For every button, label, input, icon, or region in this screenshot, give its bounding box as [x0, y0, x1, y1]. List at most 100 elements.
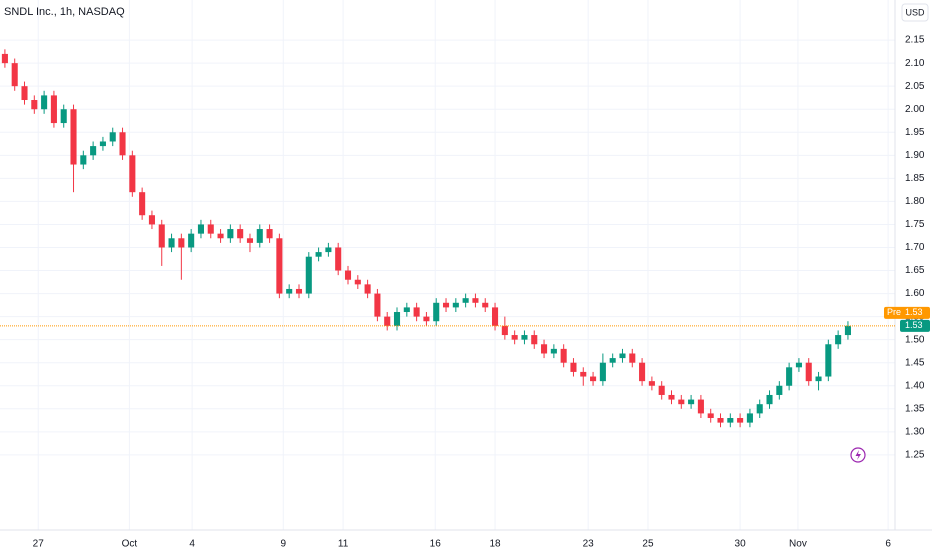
x-tick-label: 27 — [33, 539, 45, 550]
x-tick-label: Oct — [122, 539, 138, 550]
y-tick-label: 1.85 — [905, 173, 925, 184]
candle-body — [423, 316, 430, 322]
candle-body — [31, 100, 38, 110]
candle-body — [472, 298, 479, 303]
candle-body — [521, 335, 528, 340]
candle-body — [148, 215, 155, 225]
candle-body — [139, 192, 146, 216]
candle-body — [325, 247, 332, 253]
y-tick-label: 2.10 — [905, 58, 925, 69]
candle-body — [599, 362, 606, 382]
y-tick-label: 2.00 — [905, 104, 925, 115]
candle-body — [580, 371, 587, 377]
candle-body — [462, 298, 469, 303]
candle-body — [168, 238, 175, 248]
candle-body — [697, 399, 704, 414]
candle-body — [815, 376, 822, 382]
y-tick-label: 2.15 — [905, 35, 925, 46]
candle-body — [756, 404, 763, 414]
candle-body — [668, 394, 675, 400]
candle-body — [227, 229, 234, 239]
pre-market-badge — [884, 306, 930, 319]
candle-body — [648, 381, 655, 386]
candle-body — [678, 399, 685, 405]
candle-body — [188, 233, 195, 248]
y-tick-label: 1.35 — [905, 403, 925, 414]
y-tick-label: 1.40 — [905, 380, 925, 391]
candle-body — [658, 385, 665, 395]
x-tick-label: 18 — [489, 539, 501, 550]
lightning-icon[interactable] — [850, 447, 866, 463]
candle-body — [835, 335, 842, 345]
candle-body — [178, 238, 185, 248]
y-tick-label: 2.05 — [905, 81, 925, 92]
candle-body — [197, 224, 204, 234]
candle-body — [286, 288, 293, 294]
candle-body — [531, 335, 538, 345]
candle-body — [276, 238, 283, 294]
candle-body — [99, 141, 106, 147]
candle-body — [746, 413, 753, 423]
candle-body — [266, 229, 273, 239]
candle-body — [315, 252, 322, 257]
candle-body — [246, 238, 254, 243]
candle-body — [550, 348, 557, 354]
candle-body — [41, 95, 48, 110]
x-tick-label: Nov — [789, 539, 807, 550]
candle-body — [11, 63, 18, 87]
candle-body — [707, 413, 714, 419]
candle-body — [354, 279, 361, 285]
candle-body — [119, 132, 126, 156]
candle-body — [639, 362, 646, 382]
x-tick-label: 9 — [281, 539, 287, 550]
candle-body — [217, 233, 224, 239]
candle-body — [795, 362, 802, 368]
y-tick-label: 1.50 — [905, 334, 925, 345]
currency: USD — [905, 7, 925, 17]
x-tick-label: 4 — [189, 539, 195, 550]
pre-market-name: Pre — [887, 307, 901, 317]
candle-body — [129, 155, 136, 193]
candle-body — [717, 418, 724, 423]
candle-body — [433, 302, 440, 322]
candle-body — [364, 284, 371, 294]
candle-body — [766, 394, 773, 405]
candle-body — [207, 224, 214, 234]
candle-body — [403, 307, 410, 313]
x-tick-label: 30 — [735, 539, 747, 550]
pre-market-price: 1.53 — [905, 307, 923, 317]
y-tick-label: 1.70 — [905, 242, 925, 253]
candle-body — [501, 325, 508, 336]
y-tick-label: 1.90 — [905, 150, 925, 161]
y-tick-label: 1.45 — [905, 357, 925, 368]
candle-body — [393, 312, 401, 326]
candle-body — [511, 335, 518, 340]
y-tick-label: 1.65 — [905, 265, 925, 276]
candle-body — [688, 399, 695, 405]
currency-button[interactable] — [901, 3, 929, 22]
candle-body — [50, 95, 57, 124]
candle-body — [541, 344, 548, 354]
candle-body — [727, 418, 734, 423]
candle-body — [295, 288, 303, 294]
candle-body — [590, 376, 597, 382]
x-tick-label: 11 — [338, 539, 349, 550]
candle-body — [619, 353, 626, 359]
candle-body — [825, 344, 832, 377]
candle-body — [413, 307, 420, 317]
candle-body — [452, 302, 459, 308]
chart-title: SNDL Inc., 1h, NASDAQ — [4, 6, 125, 18]
x-tick-label: 25 — [642, 539, 654, 550]
candle-body — [158, 224, 165, 248]
candle-body — [805, 362, 812, 382]
y-tick-label: 1.80 — [905, 196, 925, 207]
candle-body — [844, 325, 851, 336]
candle-body — [1, 53, 8, 64]
candle-body — [374, 293, 381, 317]
x-tick-label: 23 — [583, 539, 595, 550]
y-tick-label: 1.60 — [905, 288, 925, 299]
last-price-badge — [900, 319, 930, 332]
candle-body — [492, 307, 499, 326]
